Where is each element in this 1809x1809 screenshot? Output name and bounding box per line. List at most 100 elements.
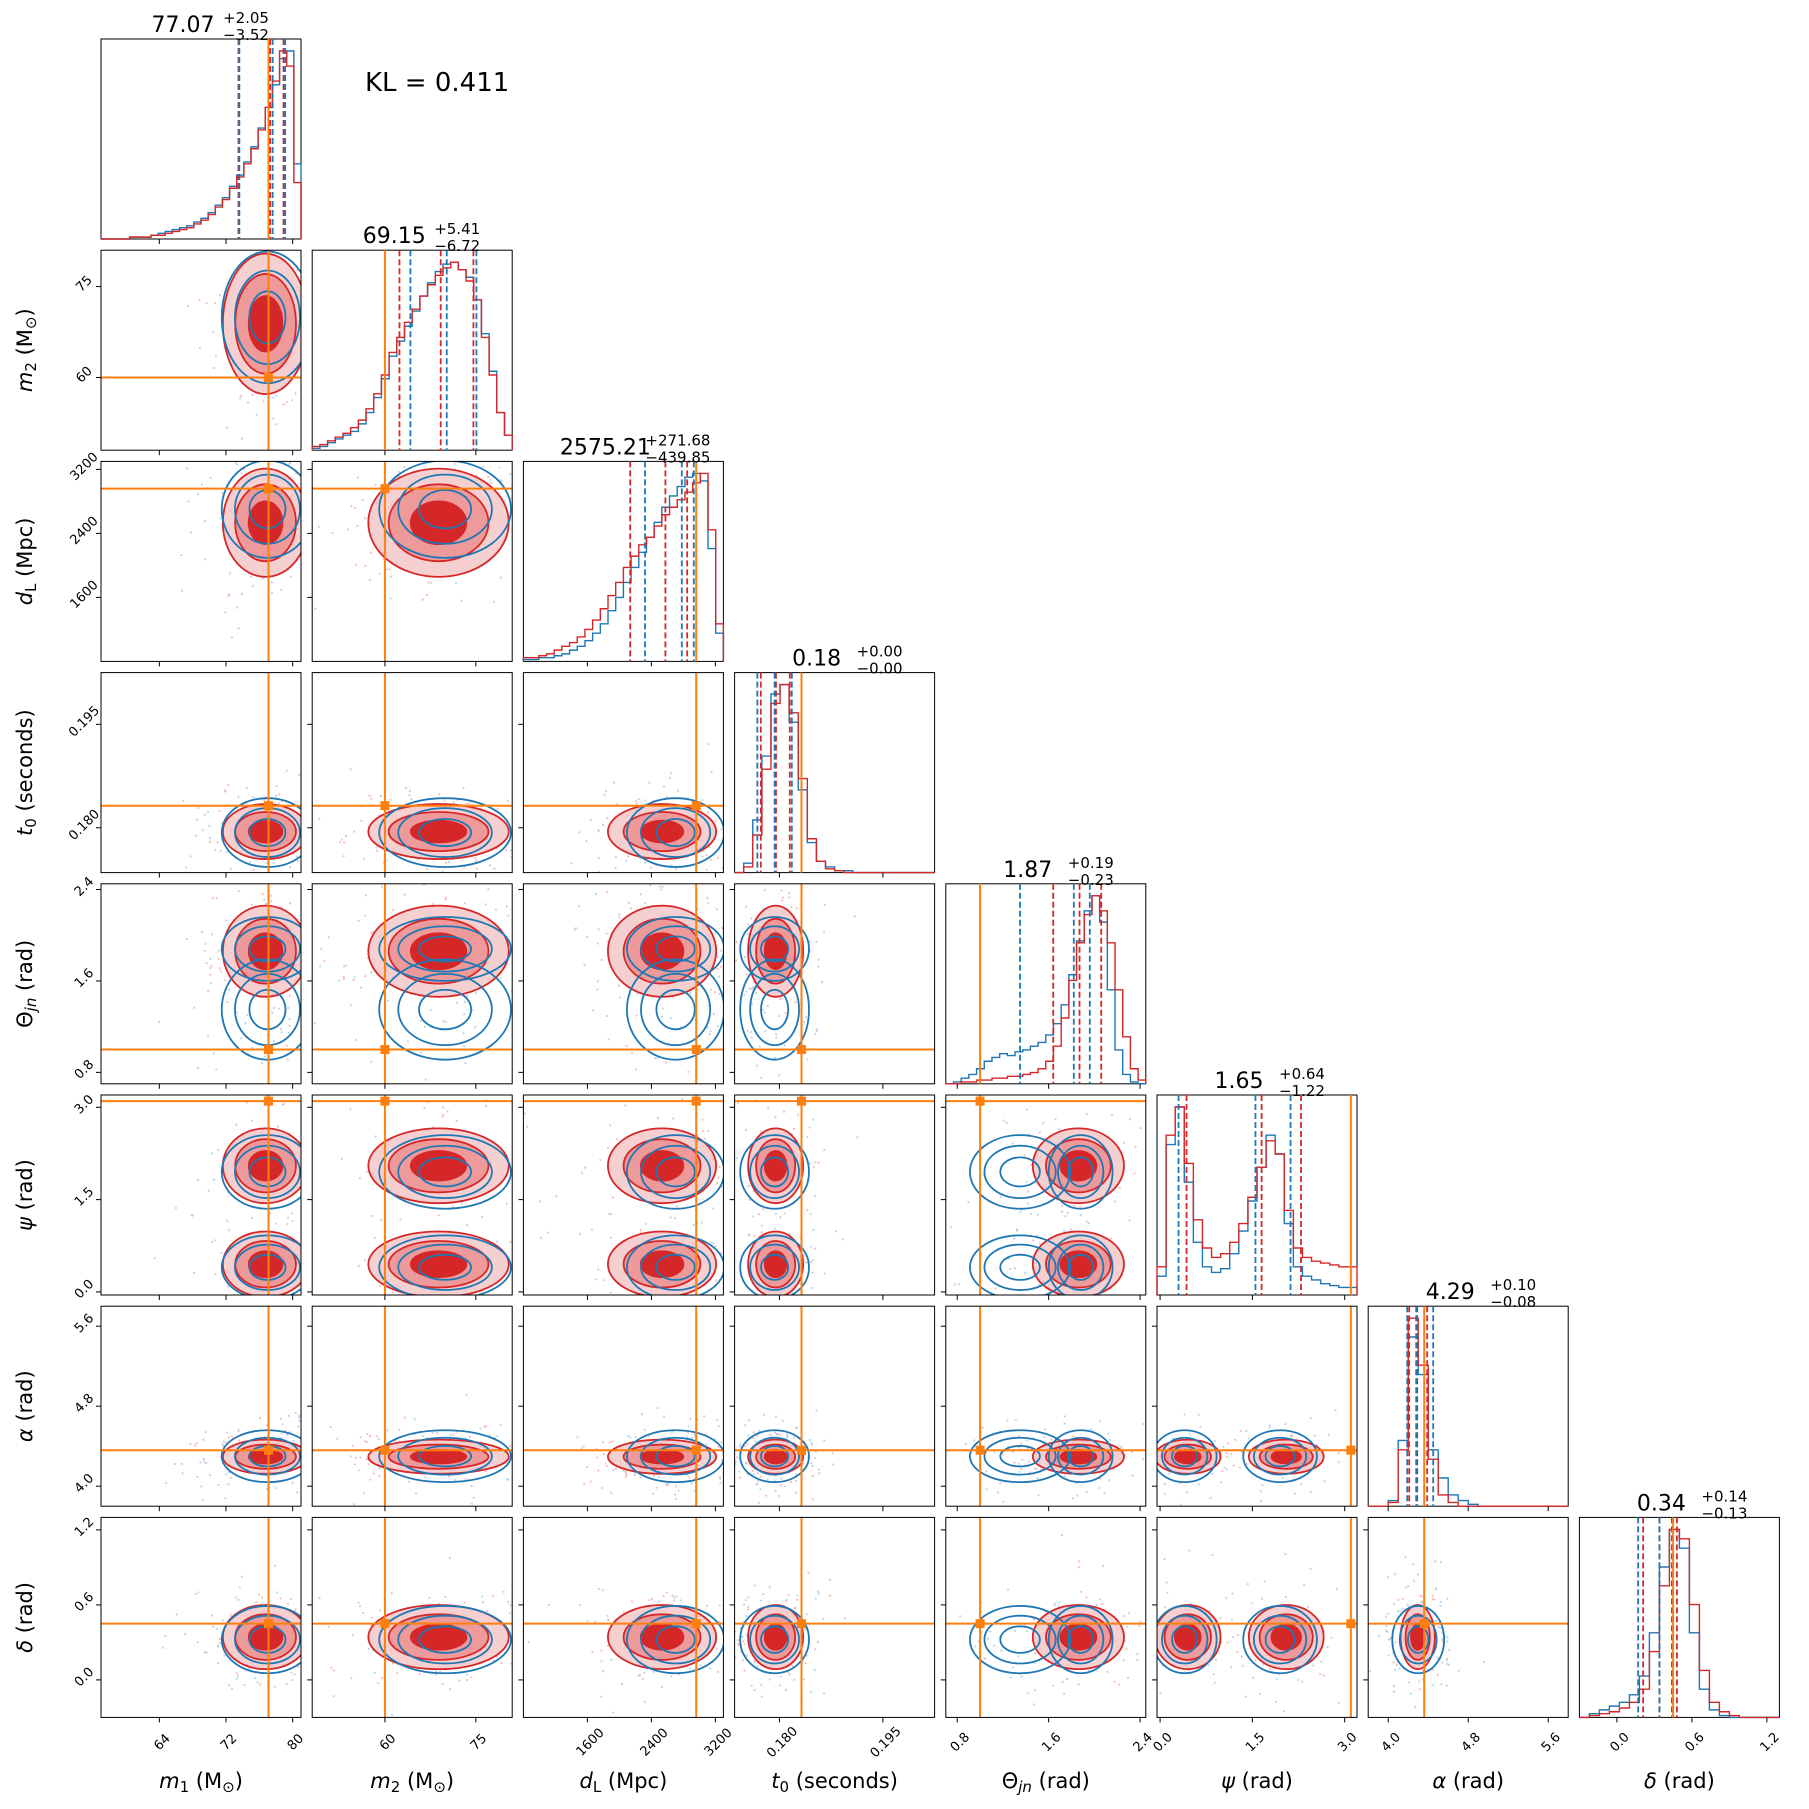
- contour-b-1: [234, 1243, 301, 1291]
- truth-marker: [1419, 1619, 1429, 1629]
- sample-point: [307, 1438, 309, 1440]
- sample-point: [597, 928, 600, 931]
- panel-title: 1.65: [1215, 1069, 1264, 1094]
- sample-point: [1268, 1426, 1271, 1429]
- sample-point: [303, 976, 305, 978]
- sample-point: [742, 1603, 746, 1606]
- sample-point: [444, 1595, 447, 1598]
- sample-point: [717, 1176, 720, 1179]
- sample-point: [720, 1441, 723, 1444]
- sample-point: [1077, 1683, 1080, 1686]
- sample-point: [627, 901, 631, 904]
- sample-point: [814, 1247, 817, 1250]
- sample-point: [624, 1475, 627, 1478]
- sample-point: [742, 1640, 745, 1643]
- sample-point: [1231, 1592, 1234, 1595]
- sample-point: [809, 1690, 813, 1693]
- sample-point: [309, 1586, 311, 1588]
- contour-b-1: [1057, 1144, 1105, 1199]
- sample-point: [489, 478, 492, 482]
- sample-point: [1225, 1596, 1228, 1600]
- sample-point: [614, 856, 617, 859]
- sample-point: [212, 1052, 215, 1055]
- sample-point: [1013, 1461, 1016, 1464]
- sample-point: [273, 1039, 276, 1042]
- sample-point: [270, 591, 274, 595]
- sample-point: [321, 1608, 323, 1610]
- sample-point: [1095, 1604, 1098, 1607]
- sample-point: [811, 1474, 814, 1478]
- sample-point: [316, 271, 318, 273]
- sample-point: [274, 1564, 277, 1567]
- sample-point: [241, 221, 243, 223]
- sample-point: [746, 932, 749, 936]
- sample-point: [675, 1485, 678, 1488]
- panel-frame: [100, 1516, 302, 1718]
- panel-title: 1.87: [1003, 858, 1052, 883]
- sample-point: [597, 1469, 600, 1472]
- sample-point: [1136, 1652, 1139, 1656]
- panel-title-plus: +0.00: [857, 643, 903, 661]
- sample-point: [1416, 1573, 1420, 1576]
- sample-point: [743, 1510, 745, 1512]
- sample-point: [764, 1029, 767, 1033]
- sample-point: [1147, 1451, 1149, 1453]
- panel-title: 0.34: [1637, 1491, 1686, 1516]
- diag-panel-psi: 1.65 +0.64−1.22: [1156, 1065, 1358, 1296]
- sample-point: [212, 1178, 216, 1181]
- sample-point: [424, 1476, 427, 1479]
- sample-point: [1236, 1633, 1239, 1636]
- sample-point: [1063, 1302, 1065, 1304]
- sample-point: [327, 555, 329, 557]
- sample-point: [164, 1634, 167, 1638]
- sample-point: [332, 1657, 334, 1659]
- sample-point: [735, 1157, 739, 1160]
- sample-point: [564, 1640, 566, 1642]
- sample-point: [766, 1478, 769, 1481]
- sample-point: [309, 943, 311, 945]
- sample-point: [1118, 1186, 1121, 1189]
- sample-point: [277, 802, 280, 805]
- sample-point: [1260, 1597, 1264, 1600]
- sample-point: [343, 965, 346, 968]
- contour-b-1: [397, 1436, 493, 1476]
- sample-point: [199, 416, 201, 418]
- sample-point: [1399, 1610, 1402, 1613]
- sample-point: [328, 279, 330, 281]
- sample-point: [302, 839, 304, 841]
- sample-point: [294, 472, 298, 475]
- sample-point: [1054, 1602, 1057, 1605]
- sample-point: [730, 1264, 732, 1266]
- sample-point: [583, 963, 586, 966]
- panel-title-minus: −0.23: [1068, 871, 1114, 889]
- sample-point: [1432, 1684, 1435, 1687]
- sample-point: [237, 889, 240, 893]
- contour-b-1: [749, 925, 800, 973]
- contour-b-0: [1157, 1429, 1218, 1484]
- sample-point: [495, 1240, 499, 1243]
- sample-point: [745, 1024, 747, 1026]
- sample-point: [198, 346, 201, 349]
- sample-point: [784, 1599, 787, 1602]
- sample-point: [1099, 1309, 1101, 1311]
- sample-point: [314, 1657, 316, 1659]
- sample-point: [466, 994, 469, 997]
- panel-title: 0.18: [792, 647, 841, 672]
- sample-point: [358, 1605, 362, 1608]
- panel-frame: [100, 249, 302, 451]
- sample-point: [524, 999, 526, 1001]
- sample-point: [777, 1494, 781, 1498]
- sample-point: [1240, 1655, 1243, 1658]
- sample-point: [1259, 1692, 1262, 1696]
- sample-point: [806, 1058, 809, 1061]
- sample-point: [629, 876, 631, 878]
- sample-point: [814, 1457, 817, 1460]
- sample-point: [578, 905, 581, 908]
- sample-point: [1319, 1672, 1322, 1676]
- sample-point: [318, 965, 322, 968]
- sample-point: [431, 902, 434, 906]
- sample-point: [983, 1657, 986, 1660]
- sample-point: [540, 1157, 542, 1159]
- sample-point: [174, 1206, 178, 1210]
- sample-point: [288, 902, 292, 905]
